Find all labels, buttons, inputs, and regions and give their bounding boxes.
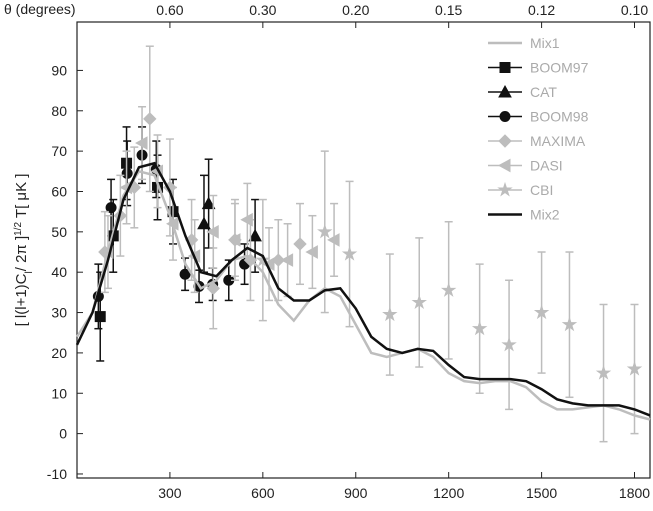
data-point <box>305 214 318 290</box>
data-point <box>501 279 517 411</box>
data-point <box>626 303 643 435</box>
data-point <box>327 202 340 277</box>
marker-triangle <box>197 216 211 230</box>
marker-star <box>626 360 643 376</box>
y-label-part: 1/2 <box>13 222 24 236</box>
data-point <box>206 194 219 269</box>
data-point <box>280 223 294 298</box>
marker-star <box>471 320 488 336</box>
x2-tick-label: 0.30 <box>249 2 276 18</box>
data-point <box>201 158 216 249</box>
x-tick-label: 1200 <box>433 485 464 501</box>
legend-label: BOOM97 <box>530 60 589 76</box>
y-label-part: l <box>24 271 35 273</box>
y-tick-label: 70 <box>51 143 67 159</box>
y-tick-label: 80 <box>51 103 67 119</box>
marker-triangle <box>201 196 216 210</box>
marker-diamond <box>498 134 512 148</box>
marker-square <box>94 311 106 323</box>
y-tick-label: 20 <box>51 345 67 361</box>
marker-star <box>533 304 550 320</box>
x-tick-label: 300 <box>158 485 182 501</box>
top-axis-label: θ (degrees) <box>4 1 76 17</box>
marker-star <box>382 306 398 322</box>
marker-left <box>240 212 253 227</box>
marker-star <box>440 282 457 297</box>
y-label-part: [ l(l+1)C <box>13 273 30 326</box>
data-point <box>179 257 191 292</box>
x-tick-label: 1800 <box>619 485 650 501</box>
marker-star <box>561 316 578 332</box>
marker-diamond <box>206 281 220 296</box>
data-point <box>317 150 333 314</box>
series-line <box>75 161 651 417</box>
marker-triangle <box>248 228 262 242</box>
data-point <box>411 237 427 368</box>
marker-circle <box>499 111 511 122</box>
data-point <box>150 134 164 209</box>
x2-tick-label: 0.60 <box>156 2 183 18</box>
marker-left <box>227 233 241 247</box>
data-point <box>227 202 241 277</box>
marker-star <box>501 336 517 352</box>
data-point <box>223 259 235 302</box>
marker-left <box>497 158 511 173</box>
marker-star <box>497 181 513 197</box>
legend-label: CAT <box>530 84 557 100</box>
y-tick-label: 10 <box>51 385 67 401</box>
marker-circle <box>179 268 191 280</box>
marker-star <box>341 245 358 261</box>
marker-diamond <box>143 112 157 126</box>
marker-star <box>411 294 427 310</box>
x2-tick-label: 0.10 <box>621 2 648 18</box>
marker-square <box>499 62 511 73</box>
data-point <box>293 202 307 286</box>
data-point <box>440 221 457 360</box>
marker-star <box>317 223 333 239</box>
marker-circle <box>105 202 117 214</box>
x2-tick-label: 0.15 <box>435 2 462 18</box>
data-point <box>105 178 117 237</box>
data-point <box>471 263 488 395</box>
y-tick-label: 30 <box>51 305 67 321</box>
marker-left <box>305 245 318 259</box>
data-point <box>255 198 271 322</box>
data-point <box>533 251 550 374</box>
marker-diamond <box>293 237 307 251</box>
y-label-part: / 2π ] <box>13 236 30 271</box>
data-point <box>561 251 578 399</box>
y-tick-label: 0 <box>59 426 67 442</box>
legend-label: Mix2 <box>530 207 560 223</box>
marker-triangle <box>498 84 512 98</box>
plot-frame <box>76 21 651 479</box>
legend-label: DASI <box>530 158 563 174</box>
series-line <box>75 169 651 421</box>
data-point <box>595 303 612 443</box>
legend-label: MAXIMA <box>530 133 586 149</box>
data-point <box>143 45 157 193</box>
y-axis-label: [ l(l+1)Cl/ 2π ]1/2 T[ μK ] <box>13 174 35 327</box>
y-tick-label: 90 <box>51 62 67 78</box>
x-tick-label: 900 <box>344 485 368 501</box>
legend-label: Mix1 <box>530 35 560 51</box>
marker-left <box>206 224 219 239</box>
data-point <box>271 218 286 302</box>
x-tick-label: 600 <box>251 485 275 501</box>
x2-tick-label: 0.20 <box>342 2 369 18</box>
y-tick-label: 50 <box>51 224 67 240</box>
marker-star <box>595 364 612 380</box>
y-tick-label: -10 <box>47 466 67 482</box>
marker-left <box>134 136 148 150</box>
marker-left <box>280 253 294 267</box>
y-label-part: T[ μK ] <box>13 174 30 222</box>
x2-tick-label: 0.12 <box>528 2 555 18</box>
y-tick-label: 40 <box>51 264 67 280</box>
y-tick-label: 60 <box>51 183 67 199</box>
legend-label: BOOM98 <box>530 109 589 125</box>
marker-left <box>327 233 340 247</box>
legend-label: CBI <box>530 182 553 198</box>
marker-star <box>255 251 271 267</box>
x-tick-label: 1500 <box>526 485 557 501</box>
